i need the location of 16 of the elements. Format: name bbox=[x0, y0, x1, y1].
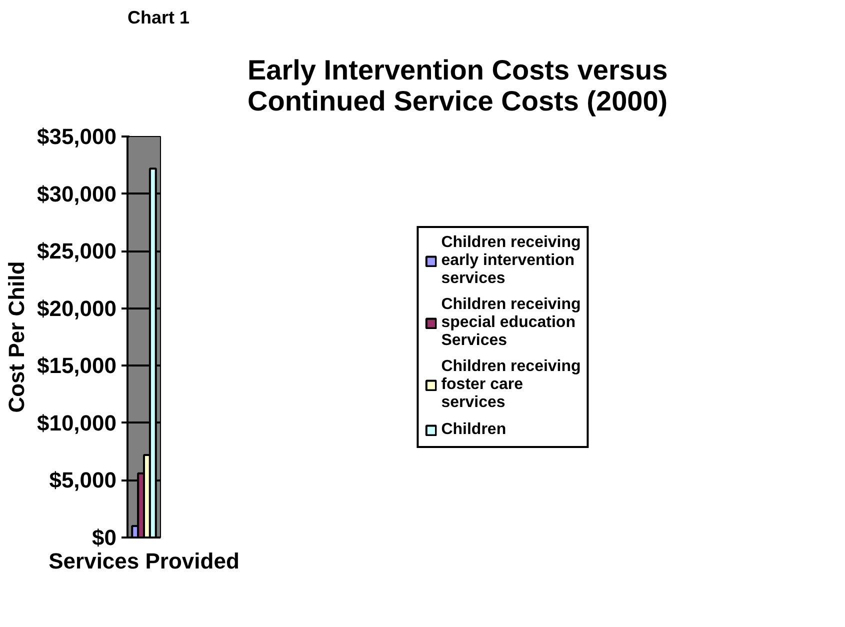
y-tick-label: $5,000 bbox=[49, 468, 117, 493]
text: Early Intervention Costs versus Continued Service Costs (2000) bbox=[248, 54, 668, 116]
y-tick-label: $15,000 bbox=[36, 353, 117, 378]
y-tick-label: $0 bbox=[92, 525, 117, 550]
y-tick-label: $25,000 bbox=[36, 238, 117, 264]
x-axis-title: Services Provided bbox=[48, 548, 240, 574]
y-tick-label: $20,000 bbox=[36, 296, 117, 321]
y-tick-label: $35,000 bbox=[36, 124, 117, 149]
legend-label: Children receiving foster care services bbox=[441, 358, 581, 412]
legend-label: Children receiving special education Services bbox=[441, 296, 581, 350]
caption: Chart 1 bbox=[128, 8, 190, 28]
y-axis-title: Cost Per Child bbox=[4, 261, 29, 413]
y-tick-label: $30,000 bbox=[36, 181, 117, 206]
y-tick-label: $10,000 bbox=[36, 410, 117, 436]
legend-label: Children bbox=[441, 420, 506, 440]
legend-label: Children receiving early intervention services bbox=[441, 234, 581, 288]
